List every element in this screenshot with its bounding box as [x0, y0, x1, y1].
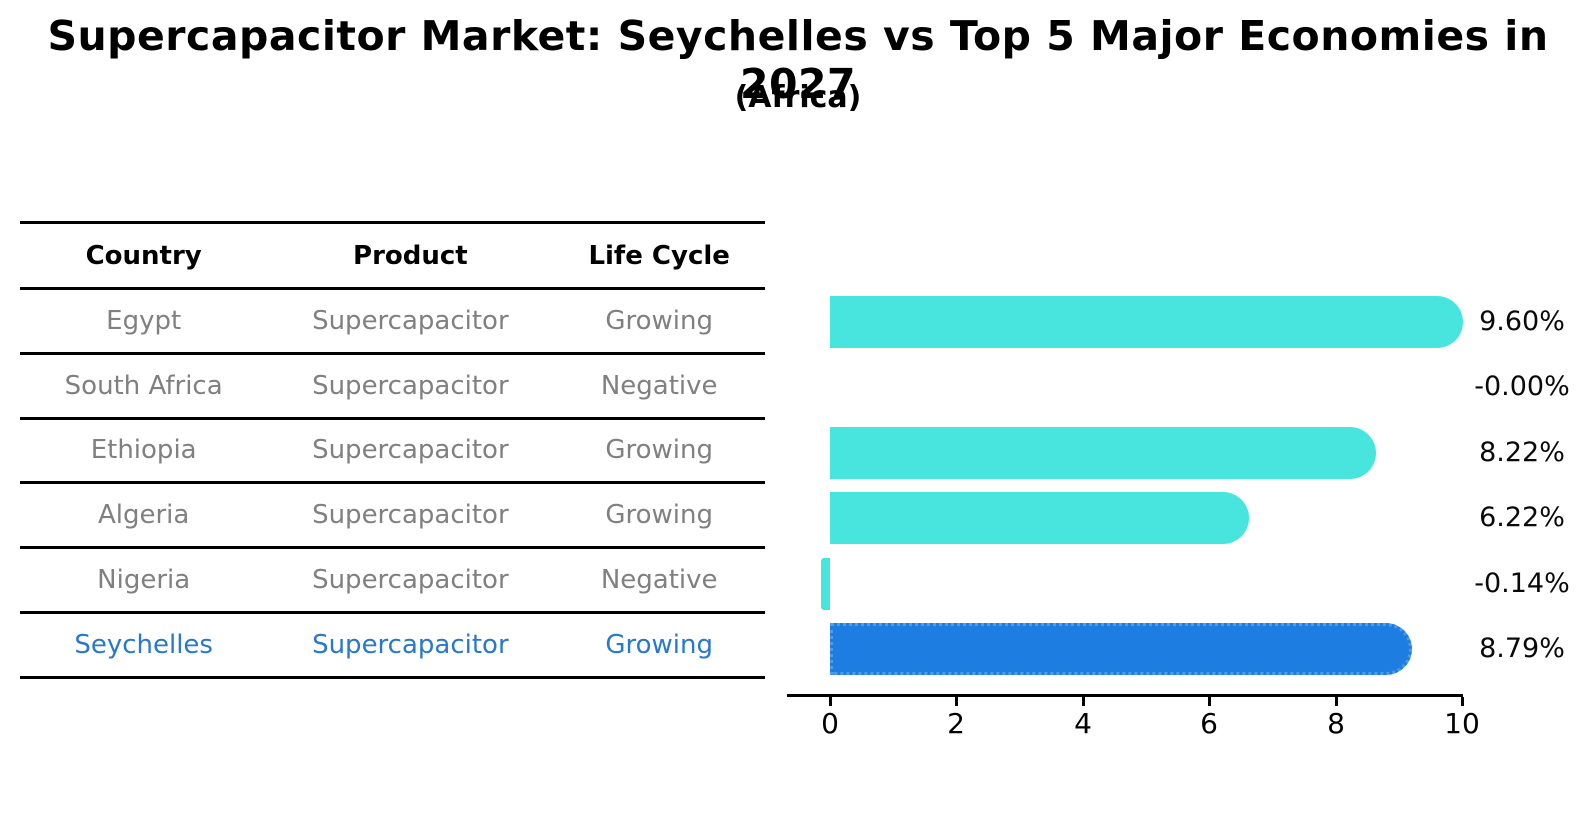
table-row: Seychelles Supercapacitor Growing: [20, 614, 765, 679]
cell-life-cycle: Growing: [605, 629, 714, 660]
x-axis-tick: [1335, 697, 1338, 706]
cell-product: Supercapacitor: [312, 305, 509, 336]
cell-product: Supercapacitor: [312, 500, 509, 531]
x-axis-tick-label: 4: [1074, 707, 1092, 740]
header-cell-country: Country: [85, 240, 202, 271]
page-title: Supercapacitor Market: Seychelles vs Top…: [47, 12, 1549, 108]
x-axis-tick-label: 8: [1327, 707, 1345, 740]
x-axis-line: [787, 694, 1463, 697]
cell-country: Egypt: [106, 305, 182, 336]
x-axis-tick-label: 6: [1200, 707, 1218, 740]
cell-product: Supercapacitor: [312, 565, 509, 596]
cell-country: Algeria: [97, 500, 190, 531]
bar-algeria: [830, 492, 1250, 545]
cell-life-cycle: Growing: [605, 305, 714, 336]
bar-ethiopia: [830, 426, 1376, 479]
table-row: Algeria Supercapacitor Growing: [20, 484, 765, 550]
cell-country: Ethiopia: [90, 435, 197, 466]
cell-product: Supercapacitor: [312, 435, 509, 466]
comparison-table: Country Product Life Cycle Egypt Superca…: [20, 221, 765, 679]
x-axis-tick-label: 10: [1444, 707, 1480, 740]
table-header-row: Country Product Life Cycle: [20, 224, 765, 290]
cell-country: Nigeria: [97, 565, 191, 596]
page-subtitle: (Africa): [734, 80, 862, 115]
x-axis-tick: [955, 697, 958, 706]
cell-country: Seychelles: [74, 629, 213, 660]
x-axis-tick: [829, 697, 832, 706]
cell-country: South Africa: [64, 370, 223, 401]
table-row: Ethiopia Supercapacitor Growing: [20, 420, 765, 485]
value-label: 6.22%: [1479, 502, 1565, 534]
table-row: Nigeria Supercapacitor Negative: [20, 549, 765, 614]
value-label: 8.79%: [1479, 633, 1565, 664]
table-row: South Africa Supercapacitor Negative: [20, 355, 765, 420]
header-cell-life-cycle: Life Cycle: [588, 240, 730, 271]
x-axis-tick-label: 0: [821, 707, 839, 740]
value-label: -0.14%: [1474, 567, 1570, 599]
bar-egypt: [830, 296, 1463, 348]
header-cell-product: Product: [353, 240, 468, 271]
cell-life-cycle: Growing: [605, 500, 714, 531]
cell-product: Supercapacitor: [312, 370, 509, 401]
value-label: -0.00%: [1474, 371, 1570, 403]
cell-life-cycle: Growing: [605, 435, 714, 466]
x-axis-tick: [1461, 697, 1464, 706]
bar-nigeria: [821, 557, 830, 610]
x-axis-tick: [1082, 697, 1085, 706]
table-row: Egypt Supercapacitor Growing: [20, 290, 765, 355]
value-label: 8.22%: [1479, 436, 1565, 468]
cell-product: Supercapacitor: [312, 629, 509, 660]
cell-life-cycle: Negative: [600, 565, 718, 596]
bar-seychelles: [830, 623, 1412, 675]
cell-life-cycle: Negative: [600, 370, 718, 401]
x-axis-tick-label: 2: [947, 707, 965, 740]
value-label: 9.60%: [1479, 306, 1565, 337]
x-axis-tick: [1208, 697, 1211, 706]
